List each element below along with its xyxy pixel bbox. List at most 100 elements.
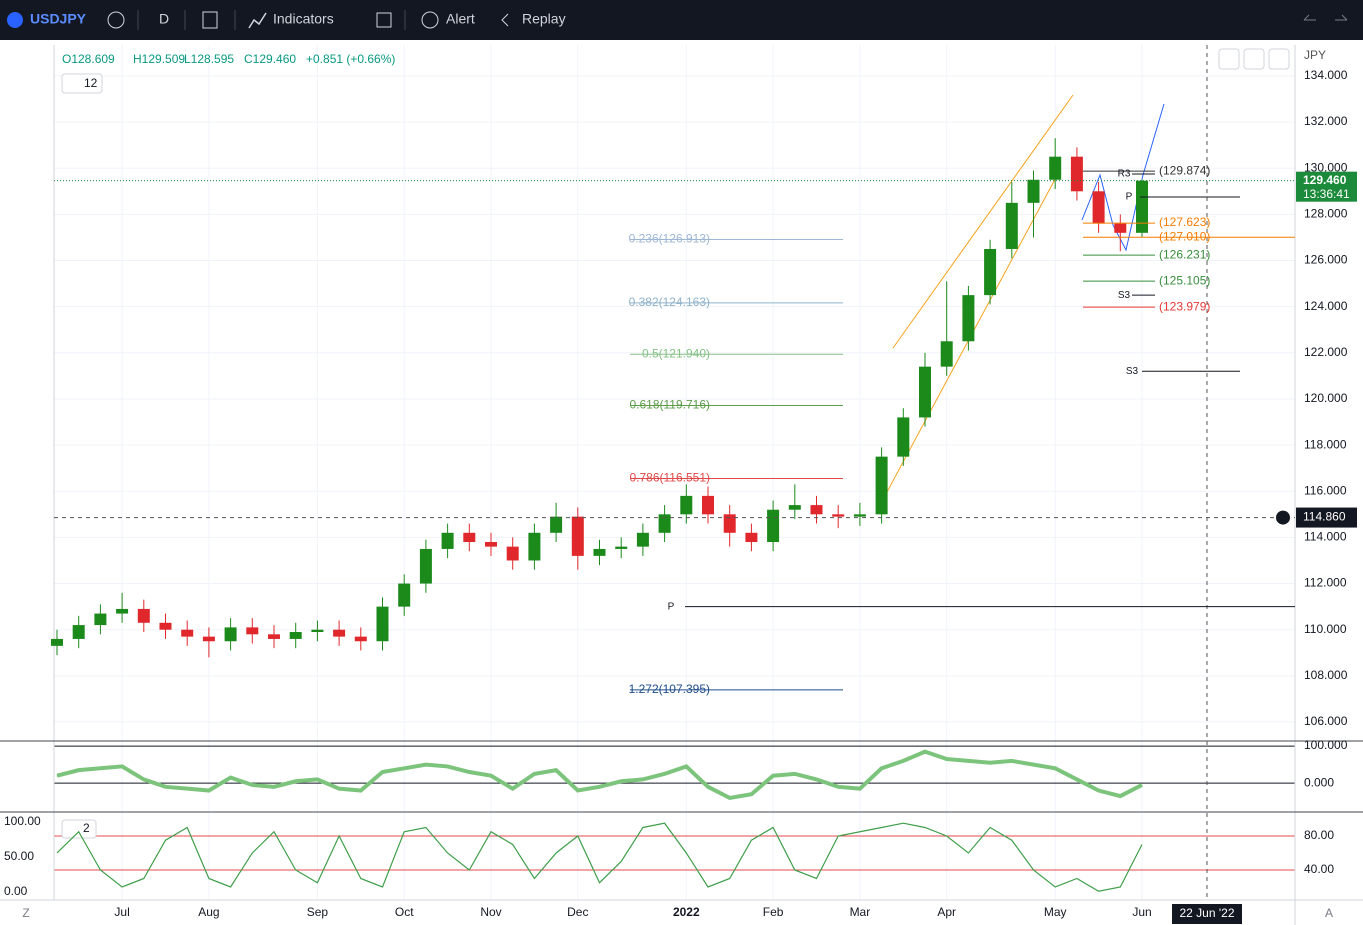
y-tick-label: 134.000 <box>1304 68 1348 82</box>
y-tick-label: 122.000 <box>1304 345 1348 359</box>
candle-body <box>875 456 888 515</box>
indicators[interactable]: Indicators <box>273 11 334 27</box>
pivot-label: (127.623) <box>1159 215 1210 229</box>
interval[interactable]: D <box>159 11 169 27</box>
fib-label: 0.786(116.551) <box>629 471 710 485</box>
candle-body <box>919 366 931 418</box>
fib-label: 0.618(119.716) <box>629 398 710 412</box>
candle-body <box>224 627 237 642</box>
legend-change: +0.851 (+0.66%) <box>306 52 395 66</box>
candle-body <box>528 532 541 561</box>
candle-body <box>832 514 845 517</box>
crosshair-price: 114.860 <box>1303 510 1346 524</box>
candle-body <box>51 638 63 646</box>
candle-body <box>853 514 866 517</box>
channel-line <box>892 94 1074 349</box>
candle-body <box>1027 179 1040 203</box>
alert-icon[interactable] <box>421 11 439 29</box>
fib-label: 1.272(107.395) <box>629 682 710 696</box>
pane-button[interactable] <box>1218 48 1240 70</box>
candle-body <box>810 505 823 515</box>
candle-body <box>94 613 107 626</box>
pivot-label: (129.874) <box>1159 163 1210 177</box>
layout-icon[interactable] <box>376 12 392 28</box>
candle-body <box>940 341 953 367</box>
y-tick-label: 108.000 <box>1304 668 1348 682</box>
indicator-toggle[interactable] <box>61 819 97 839</box>
symbol-icon[interactable] <box>7 12 23 28</box>
candle-body <box>311 629 324 633</box>
pivot-marker-label: P <box>1126 192 1133 203</box>
candle-body <box>485 542 497 547</box>
candle-body <box>1136 180 1148 233</box>
crosshair-date: 22 Jun '22 <box>1179 906 1234 920</box>
candle-body <box>72 625 85 639</box>
indicator-count: 12 <box>84 76 98 90</box>
redo[interactable] <box>1335 14 1348 21</box>
pivot-marker-label: R3 <box>1118 169 1131 180</box>
pivot-label: (125.105) <box>1159 273 1210 287</box>
pane-button[interactable] <box>1268 48 1290 70</box>
candle-body <box>658 514 671 533</box>
y-tick-label: 0.00 <box>4 884 28 898</box>
replay-icon[interactable] <box>501 13 509 27</box>
x-tick-label: Nov <box>480 905 501 919</box>
legend-open: O128.609 <box>62 52 115 66</box>
indicator-line <box>56 749 1143 801</box>
candle-body <box>268 634 280 639</box>
x-tick-label: Jul <box>114 905 129 919</box>
x-tick-label: Apr <box>937 905 956 919</box>
candle-body <box>1049 156 1062 180</box>
replay[interactable]: Replay <box>522 11 566 27</box>
y-tick-label: 112.000 <box>1304 576 1347 590</box>
x-tick-label: Jun <box>1132 905 1151 919</box>
indicator-line <box>56 822 1143 892</box>
undo[interactable] <box>1303 14 1316 21</box>
candle-body <box>593 548 606 556</box>
legend-close: C129.460 <box>244 52 296 66</box>
candle-body <box>333 629 346 637</box>
x-tick-label: Feb <box>763 905 784 919</box>
price-tag <box>1296 171 1357 202</box>
fib-label: 0.5(121.940) <box>642 346 710 360</box>
pane-button[interactable] <box>1243 48 1265 70</box>
candle-body <box>246 627 259 635</box>
indicator-toggle[interactable] <box>61 73 103 94</box>
y-tick-label: 128.000 <box>1304 207 1348 221</box>
y-tick-label: 100.000 <box>1304 738 1348 752</box>
candle-body <box>441 532 454 549</box>
candle-body <box>354 636 367 642</box>
y-tick-label: 120.000 <box>1304 391 1348 405</box>
candle-body <box>571 516 584 556</box>
add-symbol[interactable] <box>107 11 125 29</box>
candle-body <box>376 606 389 642</box>
y-tick-label: 50.00 <box>4 849 34 863</box>
y-tick-label: 126.000 <box>1304 253 1348 267</box>
candle-body <box>962 295 975 342</box>
candle-body <box>289 632 302 639</box>
candle-body <box>897 417 910 457</box>
pivot-marker-label: P <box>668 601 675 612</box>
corner-left[interactable]: Z <box>22 906 29 920</box>
y-tick-label: 118.000 <box>1304 437 1347 451</box>
y-tick-label: 114.000 <box>1304 530 1347 544</box>
x-tick-label: 2022 <box>673 905 700 919</box>
symbol[interactable]: USDJPY <box>30 11 87 27</box>
candle-body <box>984 248 997 296</box>
chart-type[interactable] <box>202 11 218 29</box>
candle-body <box>159 622 172 630</box>
candle-body <box>745 532 758 543</box>
pivot-marker-label: S3 <box>1126 366 1139 377</box>
candle-body <box>1005 202 1018 249</box>
indicators-icon[interactable] <box>248 12 267 29</box>
candle-body <box>419 548 432 584</box>
x-tick-label: Oct <box>395 905 414 919</box>
y-tick-label: 116.000 <box>1304 483 1347 497</box>
crosshair-add[interactable] <box>1276 510 1290 525</box>
alert[interactable]: Alert <box>446 11 475 27</box>
candle-body <box>1070 156 1083 192</box>
candle-body <box>615 546 628 549</box>
legend-low: L128.595 <box>184 52 234 66</box>
corner-right[interactable]: A <box>1325 906 1333 920</box>
